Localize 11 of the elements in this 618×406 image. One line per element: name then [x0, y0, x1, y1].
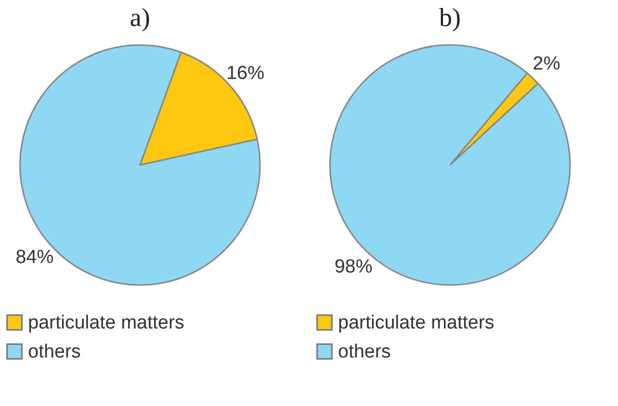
legend-label: others [28, 342, 81, 362]
data-label: 98% [334, 256, 373, 278]
chart-title: b) [439, 3, 461, 32]
data-label: 84% [16, 247, 54, 268]
legend-label: particulate matters [28, 312, 184, 334]
legend-label: others [338, 342, 391, 362]
legend-label: particulate matters [338, 312, 494, 334]
pie-slice [329, 44, 571, 286]
data-label: 16% [226, 62, 264, 84]
chart-title: a) [130, 3, 150, 32]
data-label: 2% [532, 54, 560, 75]
